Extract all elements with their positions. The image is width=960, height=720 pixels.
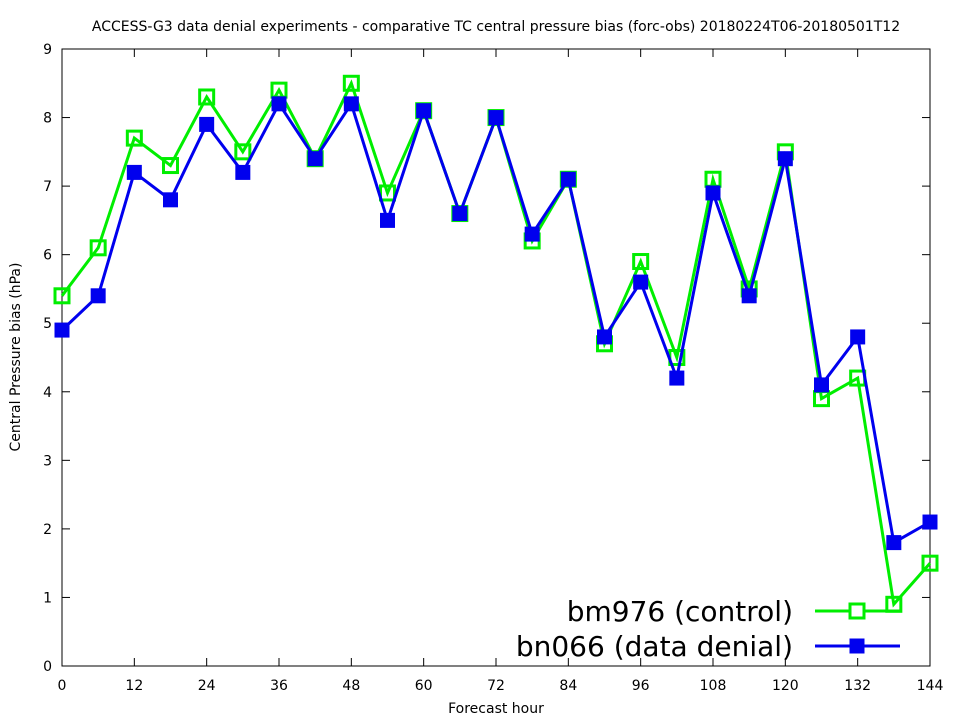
data-point (342, 74, 360, 92)
y-tick-label: 2 (43, 522, 52, 538)
legend-marker-control (848, 602, 866, 620)
data-point (777, 151, 793, 167)
data-point (125, 129, 143, 147)
x-tick-label: 36 (270, 678, 288, 694)
x-tick-label: 48 (342, 678, 360, 694)
x-tick-label: 108 (700, 678, 727, 694)
data-point (343, 96, 359, 112)
y-tick-label: 4 (43, 385, 52, 401)
data-point (597, 329, 612, 345)
legend: bm976 (control) bn066 (data denial) (516, 595, 900, 663)
data-point (53, 287, 71, 305)
y-tick-label: 7 (43, 179, 52, 195)
data-point (198, 88, 216, 106)
legend-label-control: bm976 (control) (567, 595, 793, 628)
series-data-denial (54, 96, 938, 551)
data-point (850, 329, 866, 345)
data-point (633, 274, 649, 290)
x-tick-label: 24 (198, 678, 216, 694)
data-point (380, 212, 395, 228)
data-point (90, 288, 106, 304)
y-tick-label: 5 (43, 316, 52, 332)
plot-frame (61, 48, 931, 667)
series-group (53, 74, 939, 613)
data-point (524, 226, 540, 242)
data-point (199, 116, 215, 132)
x-tick-label: 144 (917, 678, 944, 694)
data-point (922, 514, 938, 530)
legend-entry-control: bm976 (control) (567, 595, 900, 628)
y-tick-label: 9 (43, 42, 52, 58)
data-point (416, 103, 432, 119)
y-tick-label: 8 (43, 111, 52, 127)
x-tick-label: 120 (772, 678, 799, 694)
legend-entry-denial: bn066 (data denial) (516, 630, 900, 663)
x-tick-label: 0 (58, 678, 67, 694)
data-point (89, 239, 107, 257)
legend-marker-denial (849, 638, 865, 654)
data-point (560, 171, 576, 187)
y-tick-label: 6 (43, 248, 52, 264)
y-tick-label: 3 (43, 453, 52, 469)
data-point (307, 151, 323, 167)
data-point (452, 206, 468, 222)
x-tick-label: 72 (487, 678, 505, 694)
y-tick-label: 1 (43, 590, 52, 606)
data-point (163, 192, 178, 208)
series-line (60, 79, 932, 608)
data-point (235, 164, 251, 180)
data-point (54, 322, 70, 338)
data-point (234, 143, 252, 161)
data-point (162, 157, 179, 175)
data-point (921, 554, 939, 572)
data-point (488, 110, 504, 126)
y-tick-label: 0 (43, 659, 52, 675)
x-tick-label: 132 (844, 678, 871, 694)
x-tick-label: 12 (125, 678, 143, 694)
data-point (741, 288, 757, 304)
data-point (126, 164, 142, 180)
legend-label-denial: bn066 (data denial) (516, 630, 793, 663)
x-tick-label: 84 (559, 678, 577, 694)
series-line (60, 100, 931, 545)
y-axis-label: Central Pressure bias (hPa) (8, 263, 24, 452)
x-axis-label: Forecast hour (448, 701, 544, 717)
x-tick-label: 60 (415, 678, 433, 694)
data-point (271, 96, 287, 112)
data-point (632, 253, 650, 271)
x-tick-label: 96 (632, 678, 650, 694)
data-point (814, 377, 829, 393)
data-point (669, 370, 685, 386)
series-control (53, 74, 939, 613)
data-point (705, 185, 721, 201)
data-point (886, 535, 902, 551)
chart-title: ACCESS-G3 data denial experiments - comp… (92, 19, 900, 35)
